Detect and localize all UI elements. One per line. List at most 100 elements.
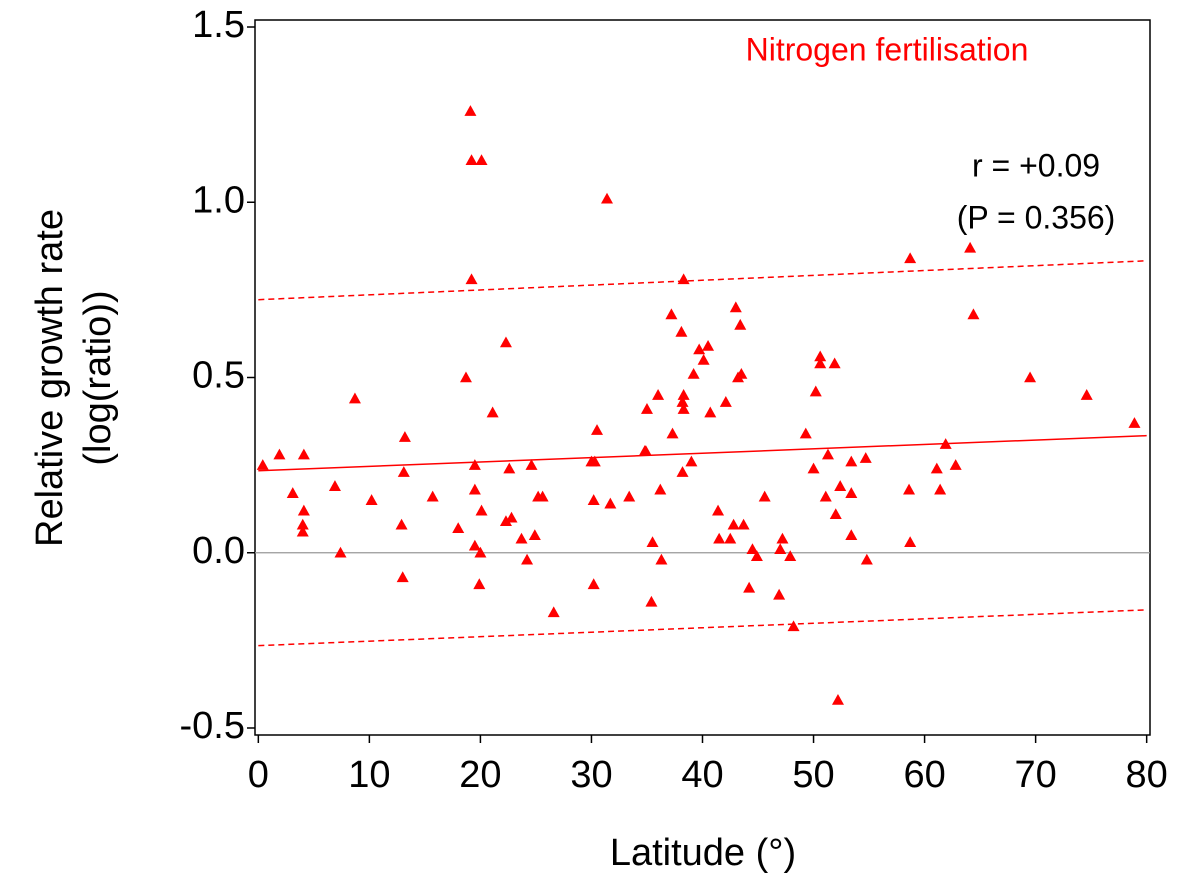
point xyxy=(828,357,841,369)
point xyxy=(809,385,822,397)
point xyxy=(256,459,269,470)
x-tick-label: 30 xyxy=(570,754,612,796)
x-tick-label: 70 xyxy=(1014,754,1056,796)
point xyxy=(334,546,347,558)
point xyxy=(348,392,361,404)
y-tick-label: 0.5 xyxy=(192,355,245,397)
x-tick-label: 10 xyxy=(348,754,390,796)
point xyxy=(473,578,486,590)
confidence-line xyxy=(258,609,1147,647)
point xyxy=(468,483,481,495)
point xyxy=(365,494,378,505)
point xyxy=(677,273,690,285)
point xyxy=(967,308,980,320)
point xyxy=(468,459,481,470)
point xyxy=(773,588,786,600)
point xyxy=(655,553,668,565)
point xyxy=(702,339,715,351)
point xyxy=(459,371,472,383)
point xyxy=(452,522,465,534)
point xyxy=(499,336,512,348)
point xyxy=(677,403,690,414)
y-axis-label: (log(ratio)) xyxy=(77,290,119,465)
confidence-line xyxy=(258,260,1147,301)
point xyxy=(743,581,756,593)
point xyxy=(273,448,286,460)
point xyxy=(547,606,560,618)
point xyxy=(934,483,947,495)
point xyxy=(831,693,844,705)
point xyxy=(665,308,678,320)
point xyxy=(713,532,726,544)
point xyxy=(693,343,706,355)
point xyxy=(297,504,310,516)
point xyxy=(774,543,787,555)
point xyxy=(903,483,916,495)
point xyxy=(297,448,310,460)
point xyxy=(465,154,478,165)
point xyxy=(784,550,797,562)
point xyxy=(397,466,410,477)
point xyxy=(525,459,538,470)
point xyxy=(729,301,742,313)
x-axis-label: Latitude (°) xyxy=(610,832,796,874)
point xyxy=(814,350,827,362)
point xyxy=(521,553,534,565)
y-tick-label: 1.0 xyxy=(192,179,245,221)
point xyxy=(591,424,604,435)
point xyxy=(1080,389,1093,400)
y-tick-label: 1.5 xyxy=(192,4,245,46)
point xyxy=(474,546,487,558)
point xyxy=(834,480,847,491)
point xyxy=(859,452,872,463)
y-tick-label: 0.0 xyxy=(192,530,245,572)
point xyxy=(734,318,747,330)
point xyxy=(536,490,549,502)
point xyxy=(949,459,962,470)
point xyxy=(395,518,408,530)
point xyxy=(964,241,977,253)
point xyxy=(821,448,834,460)
point xyxy=(588,455,601,467)
point xyxy=(666,427,679,439)
point xyxy=(503,462,516,474)
y-axis-label: Relative growth rate xyxy=(29,209,71,547)
point xyxy=(646,536,659,548)
point xyxy=(845,455,858,467)
point xyxy=(845,487,858,498)
point xyxy=(719,396,732,407)
x-tick-label: 20 xyxy=(459,754,501,796)
point xyxy=(499,515,512,527)
point xyxy=(735,367,748,379)
point xyxy=(676,396,689,407)
point xyxy=(819,490,832,502)
point xyxy=(746,543,759,555)
point xyxy=(939,438,952,449)
point xyxy=(829,508,842,519)
y-tick-label: -0.5 xyxy=(180,705,245,747)
point xyxy=(724,532,737,544)
point xyxy=(645,595,658,607)
point xyxy=(296,518,309,530)
point xyxy=(799,427,812,439)
point xyxy=(515,532,528,544)
point xyxy=(638,445,651,456)
x-tick-label: 40 xyxy=(681,754,723,796)
point xyxy=(845,529,858,541)
point xyxy=(807,462,820,474)
annotation: (P = 0.356) xyxy=(957,199,1116,235)
point xyxy=(604,497,617,509)
point xyxy=(286,487,299,498)
point xyxy=(587,578,600,590)
point xyxy=(750,550,763,562)
regression-line xyxy=(258,434,1147,472)
point xyxy=(1024,371,1037,383)
point xyxy=(652,389,665,400)
point xyxy=(930,462,943,474)
point xyxy=(787,620,800,632)
point xyxy=(426,490,439,502)
point xyxy=(687,367,700,379)
point xyxy=(587,494,600,505)
point xyxy=(904,252,917,264)
